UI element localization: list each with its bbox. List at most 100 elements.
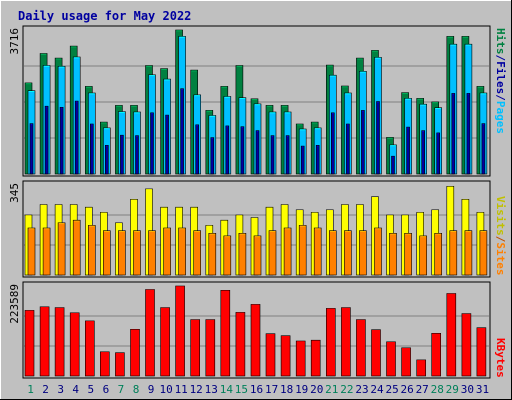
bar-sites-day-26	[404, 233, 412, 276]
y-max-label-kbytes: 223589	[8, 284, 21, 324]
panel-visits-sites: 345 Visits/Sites	[8, 180, 507, 278]
bar-pages-day-31	[481, 123, 486, 175]
bar-pages-day-6	[105, 145, 109, 175]
panel-kbytes-bars	[24, 285, 489, 377]
bar-pages-day-27	[421, 130, 426, 175]
x-tick-label-day-4: 4	[72, 383, 79, 396]
legend-label-hits-files-pages-2: Files	[494, 61, 507, 94]
bar-sites-day-8	[133, 230, 141, 276]
bar-sites-day-11	[178, 227, 186, 276]
legend-visits-sites: Visits/Sites	[494, 196, 507, 276]
x-tick-label-day-17: 17	[265, 383, 278, 396]
x-tick-label-day-3: 3	[57, 383, 64, 396]
bar-pages-day-5	[90, 123, 94, 175]
x-tick-label-day-7: 7	[118, 383, 125, 396]
bar-kbytes-day-20	[310, 339, 321, 377]
bar-kbytes-day-19	[295, 340, 306, 377]
x-tick-label-day-14: 14	[220, 383, 234, 396]
bar-pages-day-9	[150, 112, 154, 175]
x-tick-label-day-21: 21	[325, 383, 338, 396]
bar-sites-day-2	[42, 227, 51, 276]
x-tick-label-day-12: 12	[190, 383, 203, 396]
bar-sites-day-18	[283, 227, 292, 276]
bar-pages-day-30	[466, 93, 471, 175]
bar-sites-day-5	[88, 225, 96, 276]
bar-pages-day-12	[195, 124, 199, 175]
bar-sites-day-22	[344, 230, 352, 276]
bar-sites-day-4	[72, 219, 81, 276]
x-tick-label-day-22: 22	[340, 383, 353, 396]
bar-kbytes-day-25	[386, 341, 396, 377]
bar-kbytes-day-13	[205, 319, 216, 377]
x-tick-label-day-28: 28	[431, 383, 444, 396]
bar-sites-day-13	[208, 233, 217, 276]
bar-pages-day-14	[225, 125, 230, 175]
bar-sites-day-9	[148, 230, 156, 276]
panel-hits-files-pages-bars	[24, 29, 489, 175]
bar-pages-day-4	[74, 100, 79, 175]
bar-pages-day-29	[451, 93, 456, 175]
bar-pages-day-3	[59, 107, 64, 175]
bar-pages-day-18	[285, 135, 290, 175]
legend-label-hits-files-pages-1: /	[494, 55, 507, 62]
x-tick-label-day-24: 24	[370, 383, 384, 396]
bar-kbytes-day-8	[130, 328, 140, 377]
bar-sites-day-31	[479, 230, 488, 276]
bar-sites-day-21	[328, 230, 337, 276]
legend-label-hits-files-pages-0: Hits	[494, 28, 507, 55]
bar-kbytes-day-15	[235, 312, 246, 377]
legend-label-kbytes-0: KBytes	[494, 338, 507, 378]
x-tick-label-day-30: 30	[461, 383, 474, 396]
x-tick-label-day-11: 11	[175, 383, 188, 396]
bar-pages-day-16	[255, 130, 260, 175]
bar-sites-day-6	[103, 230, 111, 276]
bar-kbytes-day-3	[54, 307, 65, 377]
bar-pages-day-11	[180, 88, 184, 175]
bar-kbytes-day-2	[39, 306, 50, 377]
bar-sites-day-29	[449, 230, 458, 276]
bar-kbytes-day-14	[220, 289, 231, 377]
x-axis-day-labels: 1 2 3 4 5 6 7 8 9 10 11 12 13 14 15 16 17 18 19 20 21 22 23 24 2…	[27, 383, 489, 396]
bar-sites-day-27	[419, 235, 428, 276]
bar-kbytes-day-12	[190, 319, 200, 377]
bar-kbytes-day-11	[175, 285, 185, 377]
bar-kbytes-day-28	[431, 332, 442, 377]
panel-kbytes: 223589 KBytes	[8, 281, 507, 379]
bar-sites-day-12	[193, 230, 201, 276]
bar-sites-day-30	[464, 230, 473, 276]
bar-kbytes-day-1	[24, 310, 35, 377]
bar-sites-day-1	[27, 227, 36, 276]
bar-pages-day-7	[120, 134, 124, 175]
legend-label-hits-files-pages-3: /	[494, 94, 507, 101]
bar-kbytes-day-9	[145, 289, 155, 377]
legend-label-visits-sites-2: Sites	[494, 242, 507, 275]
bar-kbytes-day-6	[100, 351, 110, 377]
bar-kbytes-day-30	[461, 313, 472, 377]
bar-kbytes-day-16	[250, 304, 261, 377]
bar-sites-day-23	[359, 230, 367, 276]
x-tick-label-day-1: 1	[27, 383, 34, 396]
legend-kbytes: KBytes	[494, 338, 507, 378]
bar-sites-day-14	[223, 235, 232, 276]
bar-pages-day-8	[135, 135, 139, 175]
bar-kbytes-day-27	[416, 359, 427, 377]
chart-title: Daily usage for May 2022	[18, 9, 191, 23]
x-tick-label-day-16: 16	[250, 383, 263, 396]
bar-pages-day-20	[315, 145, 320, 175]
x-tick-label-day-19: 19	[295, 383, 308, 396]
x-tick-label-day-2: 2	[42, 383, 49, 396]
x-tick-label-day-18: 18	[280, 383, 293, 396]
bar-pages-day-21	[330, 112, 335, 175]
x-tick-label-day-15: 15	[235, 383, 248, 396]
bar-pages-day-26	[406, 126, 410, 175]
x-tick-label-day-27: 27	[416, 383, 429, 396]
legend-hits-files-pages: Hits/Files/Pages	[494, 28, 507, 134]
x-tick-label-day-23: 23	[355, 383, 368, 396]
bar-sites-day-28	[434, 233, 443, 276]
bar-sites-day-7	[118, 230, 126, 276]
bar-sites-day-16	[253, 235, 262, 276]
bar-pages-day-28	[436, 132, 441, 175]
x-tick-label-day-29: 29	[446, 383, 459, 396]
bar-pages-day-19	[300, 145, 305, 175]
bar-pages-day-24	[376, 101, 380, 175]
